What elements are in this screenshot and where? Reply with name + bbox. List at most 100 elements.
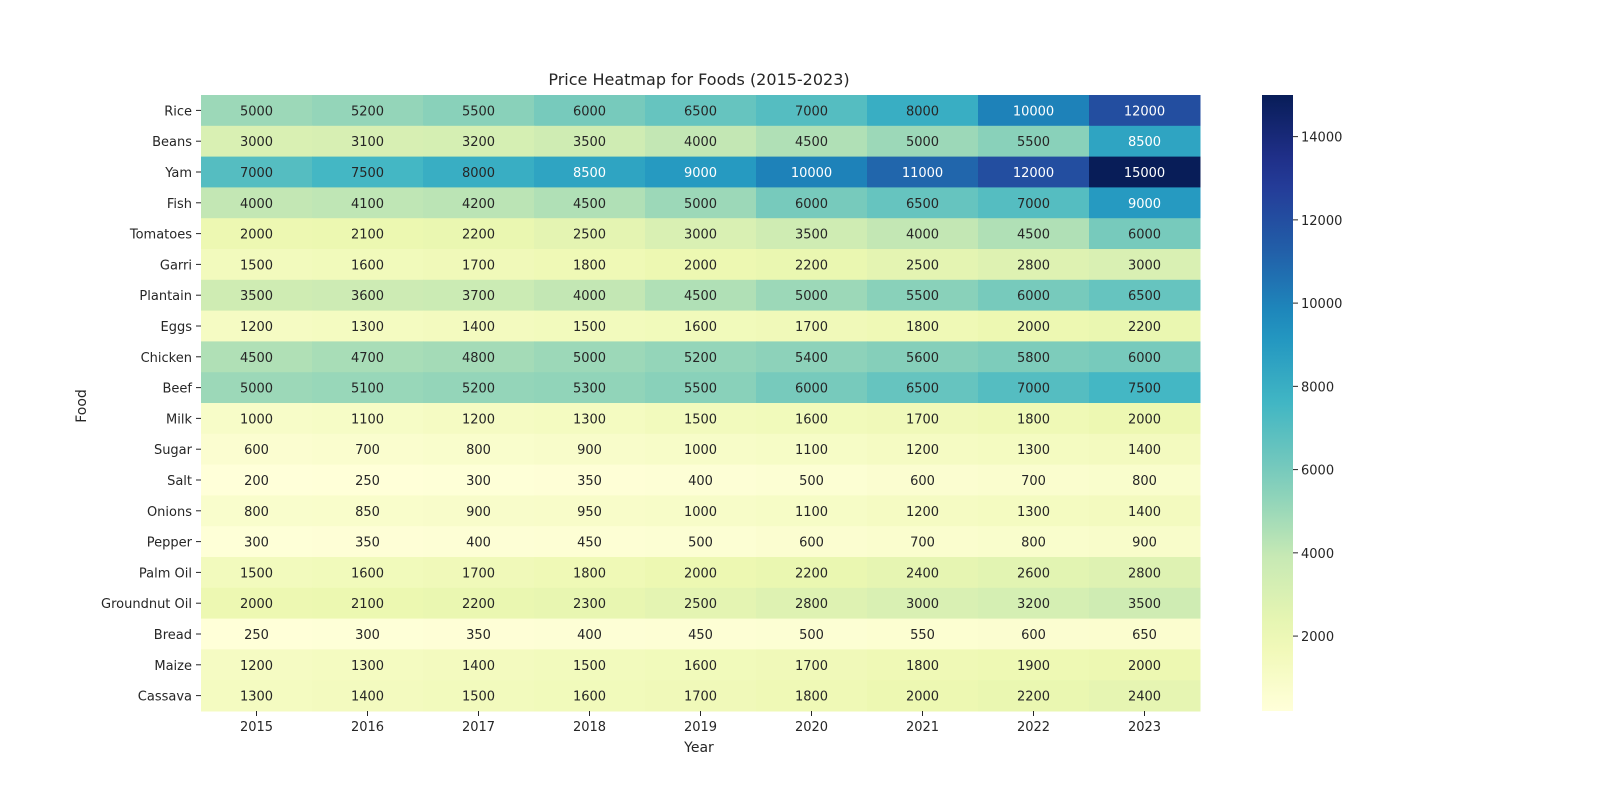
x-tick-label: 2015 — [240, 720, 273, 735]
colorbar-tick-label: 8000 — [1301, 380, 1334, 395]
heatmap-cell — [1089, 249, 1201, 281]
cell-value-label: 300 — [466, 474, 491, 489]
heatmap-cell — [756, 372, 868, 404]
cell-value-label: 1300 — [1017, 505, 1050, 520]
y-tick-label: Plantain — [139, 289, 192, 304]
cell-value-label: 800 — [466, 443, 491, 458]
y-tick-label: Salt — [167, 474, 192, 489]
heatmap-cell — [756, 649, 868, 681]
heatmap-cell — [534, 310, 646, 342]
heatmap-cell — [1089, 95, 1201, 127]
cell-value-label: 1100 — [795, 505, 828, 520]
cell-value-label: 400 — [688, 474, 713, 489]
heatmap-cell — [756, 310, 868, 342]
cell-value-label: 2200 — [1128, 320, 1161, 335]
heatmap-cell — [423, 403, 535, 435]
cell-value-label: 8500 — [573, 166, 606, 181]
cell-value-label: 1700 — [462, 258, 495, 273]
y-tick-label: Groundnut Oil — [101, 597, 192, 612]
heatmap-cell — [534, 156, 646, 188]
cell-value-label: 2000 — [1017, 320, 1050, 335]
cell-value-label: 350 — [466, 628, 491, 643]
cell-value-label: 5000 — [906, 135, 939, 150]
cell-value-label: 5000 — [795, 289, 828, 304]
heatmap-cell — [423, 341, 535, 373]
heatmap-cell — [645, 618, 757, 650]
cell-value-label: 1300 — [240, 690, 273, 705]
cell-value-label: 3100 — [351, 135, 384, 150]
heatmap-cell — [867, 403, 979, 435]
heatmap-cell — [867, 649, 979, 681]
heatmap-cell — [534, 249, 646, 281]
heatmap-cell — [867, 618, 979, 650]
heatmap-cell — [867, 279, 979, 312]
heatmap-cell — [645, 680, 757, 712]
heatmap-cell — [978, 526, 1090, 558]
heatmap-cell — [645, 433, 757, 466]
heatmap-cell — [867, 372, 979, 404]
y-tick-label: Rice — [164, 104, 192, 119]
cell-value-label: 4000 — [684, 135, 717, 150]
cell-value-label: 900 — [466, 505, 491, 520]
cell-value-label: 1000 — [684, 443, 717, 458]
heatmap-cell — [645, 187, 757, 219]
heatmap-cell — [756, 433, 868, 466]
cell-value-label: 5200 — [462, 382, 495, 397]
cell-value-label: 6000 — [795, 197, 828, 212]
heatmap-cell — [312, 464, 424, 496]
heatmap-cell — [534, 187, 646, 219]
heatmap-cell — [201, 249, 313, 281]
cell-value-label: 12000 — [1124, 104, 1165, 119]
heatmap-cell — [312, 95, 424, 127]
heatmap-cell — [978, 618, 1090, 650]
heatmap-cell — [201, 341, 313, 373]
cell-value-label: 5400 — [795, 351, 828, 366]
heatmap-cell — [423, 464, 535, 496]
cell-value-label: 400 — [466, 536, 491, 551]
heatmap-cell — [645, 587, 757, 620]
heatmap-cell — [1089, 618, 1201, 650]
x-tick-label: 2023 — [1128, 720, 1161, 735]
heatmap-cell — [423, 125, 535, 158]
cell-value-label: 7500 — [1128, 382, 1161, 397]
cell-value-label: 1400 — [351, 690, 384, 705]
cell-value-label: 2000 — [906, 690, 939, 705]
cell-value-label: 1800 — [573, 258, 606, 273]
heatmap-cell — [201, 433, 313, 466]
heatmap-cell — [312, 526, 424, 558]
colorbar-tick-label: 4000 — [1301, 547, 1334, 562]
cell-value-label: 2800 — [795, 597, 828, 612]
heatmap-cell — [645, 341, 757, 373]
heatmap-cell — [978, 125, 1090, 158]
chart-title: Price Heatmap for Foods (2015-2023) — [548, 70, 849, 89]
cell-value-label: 2800 — [1017, 258, 1050, 273]
cell-value-label: 1800 — [1017, 412, 1050, 427]
heatmap-cell — [978, 249, 1090, 281]
heatmap-cell — [312, 156, 424, 188]
heatmap-cell — [312, 403, 424, 435]
colorbar: 2000 4000 6000 8000 10000 12000 14000 — [1262, 95, 1342, 711]
heatmap-cell — [867, 526, 979, 558]
heatmap-cell — [867, 557, 979, 589]
cell-value-label: 1800 — [573, 566, 606, 581]
cell-value-label: 1700 — [462, 566, 495, 581]
cell-value-label: 8000 — [906, 104, 939, 119]
cell-value-label: 1300 — [351, 320, 384, 335]
heatmap-cell — [645, 279, 757, 312]
heatmap-cell — [201, 587, 313, 620]
heatmap-cell — [756, 249, 868, 281]
heatmap-cell — [978, 310, 1090, 342]
cell-value-label: 300 — [355, 628, 380, 643]
cell-value-label: 6500 — [906, 382, 939, 397]
cell-value-label: 2000 — [1128, 412, 1161, 427]
cell-value-label: 800 — [1132, 474, 1157, 489]
heatmap-cell — [867, 680, 979, 712]
heatmap-cell — [534, 557, 646, 589]
heatmap-cell — [756, 279, 868, 312]
cell-value-label: 4800 — [462, 351, 495, 366]
y-tick-labels: Rice Beans Yam Fish Tomatoes Garri Plantain Egg… — [101, 104, 201, 705]
heatmap-cell — [867, 433, 979, 466]
cell-value-label: 2000 — [240, 228, 273, 243]
heatmap-cell — [201, 618, 313, 650]
cell-value-label: 600 — [910, 474, 935, 489]
